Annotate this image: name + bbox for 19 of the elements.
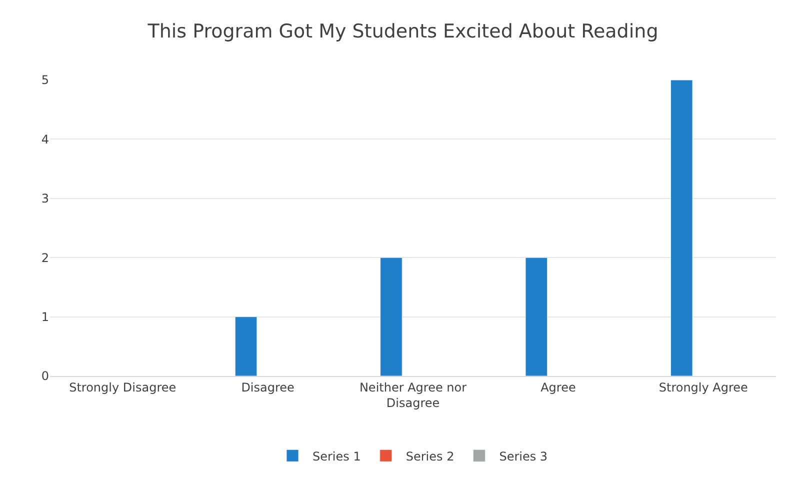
y-tick-label: 1 [41, 310, 49, 324]
y-tick-label: 3 [41, 192, 49, 206]
bar [525, 257, 548, 376]
legend-label: Series 2 [406, 449, 454, 464]
legend-label: Series 1 [312, 449, 361, 464]
x-tick-label: Strongly Agree [658, 380, 748, 394]
y-tick-label: 2 [41, 250, 49, 265]
y-tick-label: 5 [41, 73, 49, 88]
bar [234, 316, 258, 376]
x-tick-label: Agree [540, 380, 576, 394]
y-tick-label: 0 [41, 369, 49, 384]
legend-label: Series 3 [499, 449, 548, 464]
x-tick-label: Disagree [241, 380, 294, 394]
chart-title: This Program Got My Students Excited About Reading [146, 20, 658, 42]
bar [380, 257, 402, 376]
bar [670, 80, 693, 376]
x-tick-label: Strongly Disagree [69, 380, 176, 394]
y-tick-label: 4 [41, 132, 49, 146]
x-tick-label: Neither Agree nor Disagree [359, 380, 467, 410]
